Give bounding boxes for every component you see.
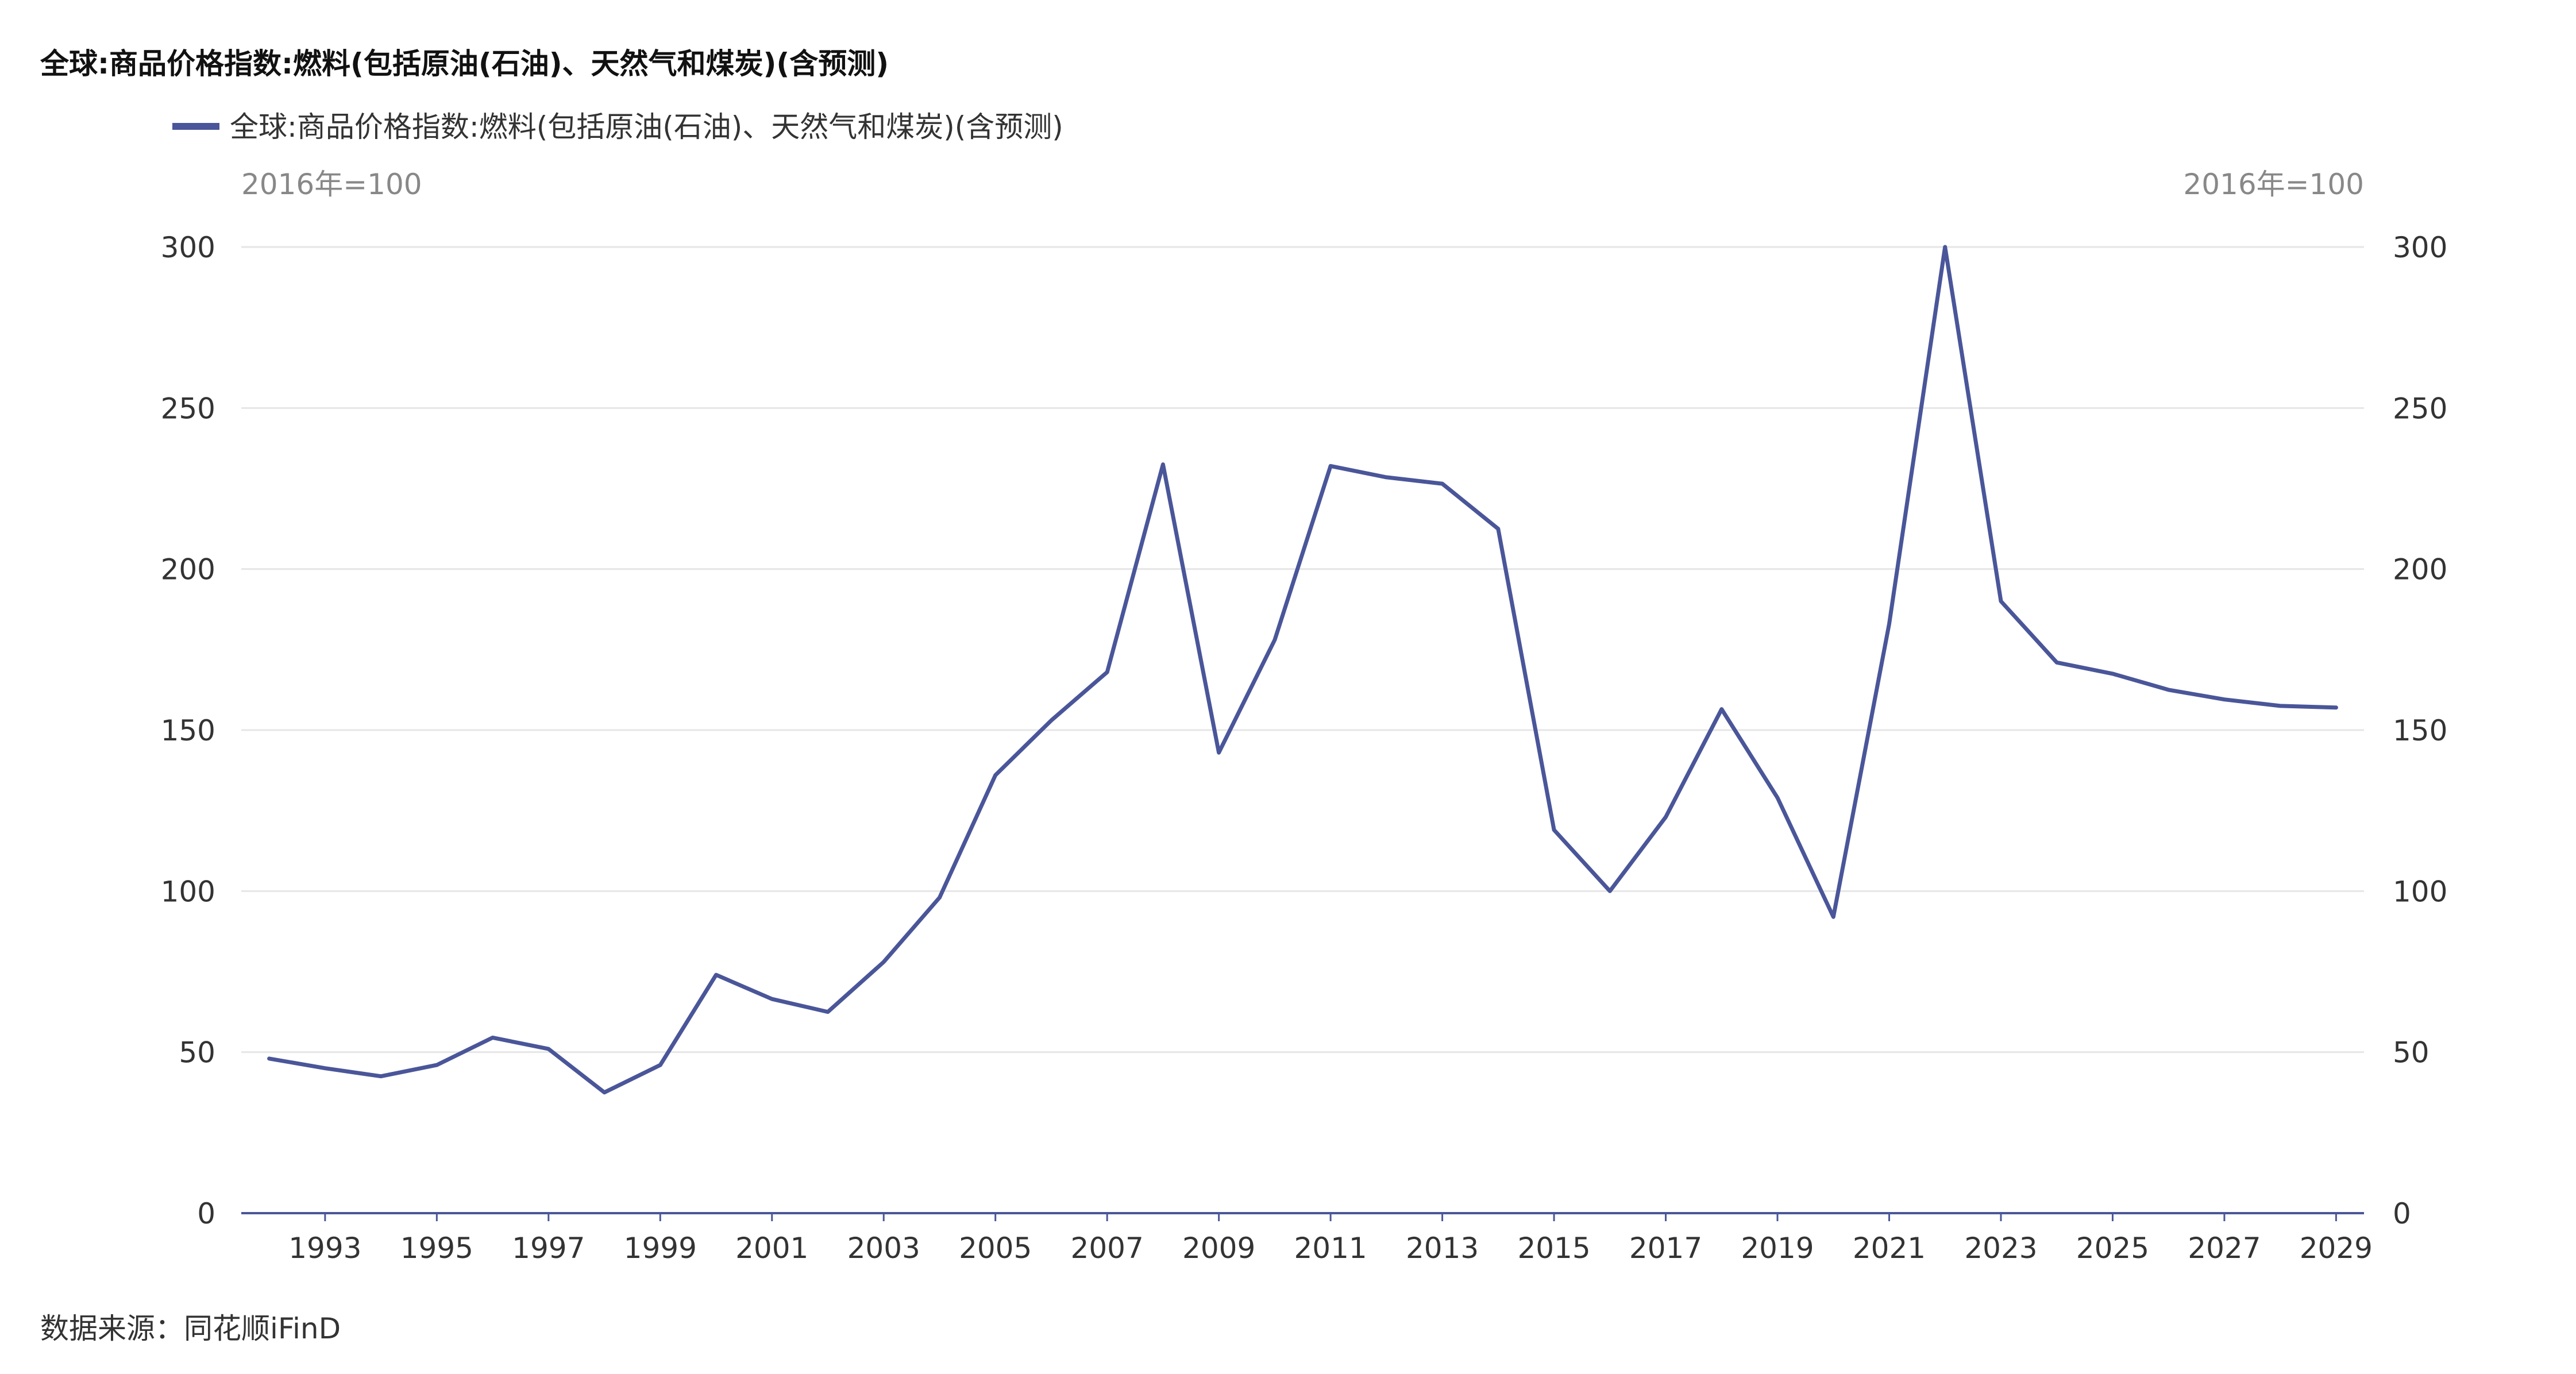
x-tick-label: 2005 [959, 1232, 1032, 1265]
x-tick-label: 2013 [1406, 1232, 1479, 1265]
y-tick-label-left: 100 [161, 875, 215, 908]
y-tick-label-right: 0 [2393, 1197, 2411, 1230]
data-point [2112, 673, 2113, 674]
legend: 全球:商品价格指数:燃料(包括原油(石油)、天然气和煤炭)(含预测) [172, 110, 1063, 144]
x-tick-label: 2021 [1853, 1232, 1926, 1265]
x-tick-label: 2003 [847, 1232, 920, 1265]
data-point [660, 1064, 661, 1066]
x-tick-label: 2009 [1182, 1232, 1255, 1265]
data-point [1777, 797, 1778, 798]
data-point [1218, 752, 1220, 753]
x-tick-label: 2027 [2188, 1232, 2261, 1265]
data-point [492, 1037, 493, 1038]
y-tick-label-left: 300 [161, 231, 215, 264]
x-tick-label: 1999 [624, 1232, 697, 1265]
x-tick-label: 2017 [1629, 1232, 1702, 1265]
y-tick-label-right: 100 [2393, 875, 2447, 908]
x-tick-label: 2011 [1294, 1232, 1367, 1265]
x-tick-label: 2025 [2076, 1232, 2149, 1265]
source-note: 数据来源：同花顺iFinD [40, 1312, 341, 1345]
y-tick-label-left: 0 [197, 1197, 215, 1230]
x-tick-label: 2015 [1517, 1232, 1590, 1265]
legend-label: 全球:商品价格指数:燃料(包括原油(石油)、天然气和煤炭)(含预测) [230, 110, 1063, 144]
chart-title: 全球:商品价格指数:燃料(包括原油(石油)、天然气和煤炭)(含预测) [40, 47, 889, 80]
y-tick-label-left: 250 [161, 392, 215, 425]
x-axis: 1993 1995 1997 1999 2001 2003 2005 2007 2009 2011… [241, 1212, 2373, 1265]
y-tick-label-right: 50 [2393, 1036, 2430, 1070]
data-point [2280, 705, 2281, 707]
y-axis-right: 0 50 100 150 200 250 300 [2393, 231, 2447, 1230]
data-point [2168, 689, 2169, 690]
grid-lines [241, 246, 2364, 1053]
y-unit-left: 2016年=100 [241, 168, 422, 201]
y-tick-label-right: 250 [2393, 392, 2447, 425]
y-tick-label-left: 50 [179, 1036, 215, 1070]
x-tick-label: 1993 [288, 1232, 361, 1265]
y-tick-label-left: 200 [161, 553, 215, 586]
data-point [939, 897, 940, 898]
y-axis-left: 0 50 100 150 200 250 300 [161, 231, 215, 1230]
y-tick-label-left: 150 [161, 714, 215, 747]
x-tick-label: 1995 [400, 1232, 473, 1265]
data-point [1553, 829, 1555, 831]
y-tick-label-right: 300 [2393, 231, 2447, 264]
data-point [1106, 671, 1108, 673]
y-unit-right: 2016年=100 [2183, 168, 2364, 201]
x-tick-label: 2007 [1071, 1232, 1144, 1265]
x-tick-label: 2019 [1741, 1232, 1814, 1265]
x-tick-label: 2029 [2300, 1232, 2373, 1265]
data-point [604, 1092, 605, 1093]
x-tick-label: 2023 [1964, 1232, 2037, 1265]
series-layer [267, 245, 2338, 1095]
series-line [267, 245, 2338, 1095]
y-tick-label-right: 150 [2393, 714, 2447, 747]
x-tick-label: 2001 [735, 1232, 808, 1265]
y-tick-label-right: 200 [2393, 553, 2447, 586]
x-tick-label: 1997 [512, 1232, 585, 1265]
